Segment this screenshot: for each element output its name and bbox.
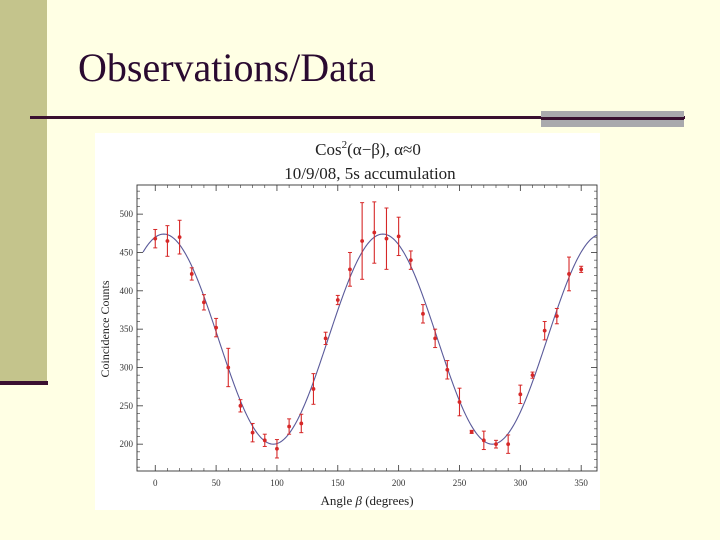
data-point	[457, 400, 462, 404]
data-point	[554, 314, 559, 319]
chart-panel: Cos2(α−β), α≈0 10/9/08, 5s accumulation …	[95, 133, 600, 510]
cos-squared-scatter-chart: Cos2(α−β), α≈0 10/9/08, 5s accumulation …	[98, 139, 598, 508]
chart-title-line1: Cos2(α−β), α≈0	[315, 139, 421, 159]
chart-title-cos: Cos	[315, 140, 341, 159]
y-tick-label: 250	[120, 401, 134, 411]
x-tick-label: 0	[153, 478, 158, 488]
data-point	[567, 272, 571, 276]
left-accent-underline	[0, 381, 48, 385]
y-tick-label: 500	[120, 209, 134, 219]
data-point	[153, 236, 158, 241]
data-point	[421, 311, 425, 316]
data-point	[445, 367, 450, 372]
data-point	[262, 438, 267, 443]
data-point	[165, 239, 170, 243]
data-point	[579, 267, 584, 272]
data-point	[189, 272, 194, 276]
data-point	[275, 446, 279, 451]
y-tick-label: 450	[120, 247, 134, 257]
data-point	[481, 438, 486, 443]
data-point	[494, 442, 498, 447]
title-divider	[30, 116, 685, 119]
data-point	[323, 336, 328, 341]
y-tick-label: 350	[120, 324, 134, 334]
y-tick-label: 200	[120, 439, 134, 449]
data-point	[408, 258, 413, 263]
x-tick-label: 300	[514, 478, 528, 488]
data-point	[469, 429, 474, 434]
x-tick-label: 350	[574, 478, 588, 488]
chart-y-axis-label: Coincidence Counts	[98, 280, 112, 377]
data-point	[360, 239, 365, 243]
data-point	[530, 373, 535, 378]
data-point	[299, 421, 304, 426]
data-point	[348, 267, 352, 272]
data-point	[177, 235, 182, 240]
data-point	[311, 387, 316, 391]
slide-title: Observations/Data	[78, 45, 376, 90]
x-axis-label-symbol: β	[354, 493, 362, 508]
divider-block-line	[541, 117, 684, 120]
data-point	[214, 325, 219, 330]
data-point	[202, 300, 206, 305]
data-point	[372, 230, 377, 235]
data-point	[335, 298, 340, 302]
fit-curve	[142, 233, 598, 445]
chart-title-sup: 2	[342, 139, 348, 151]
data-point	[518, 392, 523, 397]
y-tick-label: 400	[120, 286, 134, 296]
x-tick-label: 100	[270, 478, 284, 488]
x-axis-label-prefix: Angle	[320, 493, 355, 508]
chart-x-axis-label: Angle β (degrees)	[320, 493, 413, 508]
plot-frame	[136, 184, 598, 472]
x-tick-label: 50	[212, 478, 222, 488]
plot-area: 0 50 100 150 200 250 300 350 200 250 300 350 400 450 5…	[120, 184, 598, 488]
data-point	[542, 328, 547, 333]
data-point	[238, 403, 243, 408]
x-tick-label: 150	[331, 478, 345, 488]
left-accent-bar	[0, 0, 47, 383]
data-point	[506, 442, 511, 447]
x-tick-label: 250	[453, 478, 467, 488]
x-tick-label: 200	[392, 478, 406, 488]
chart-title-line2: 10/9/08, 5s accumulation	[284, 164, 456, 183]
y-tick-label: 300	[120, 362, 134, 372]
data-point	[433, 336, 438, 341]
data-point	[226, 365, 231, 370]
data-point	[396, 234, 401, 239]
data-point	[250, 430, 255, 435]
data-point	[384, 236, 389, 241]
x-axis-label-suffix: (degrees)	[362, 493, 414, 508]
chart-title-args: (α−β), α≈0	[347, 140, 421, 159]
data-point	[287, 424, 292, 429]
